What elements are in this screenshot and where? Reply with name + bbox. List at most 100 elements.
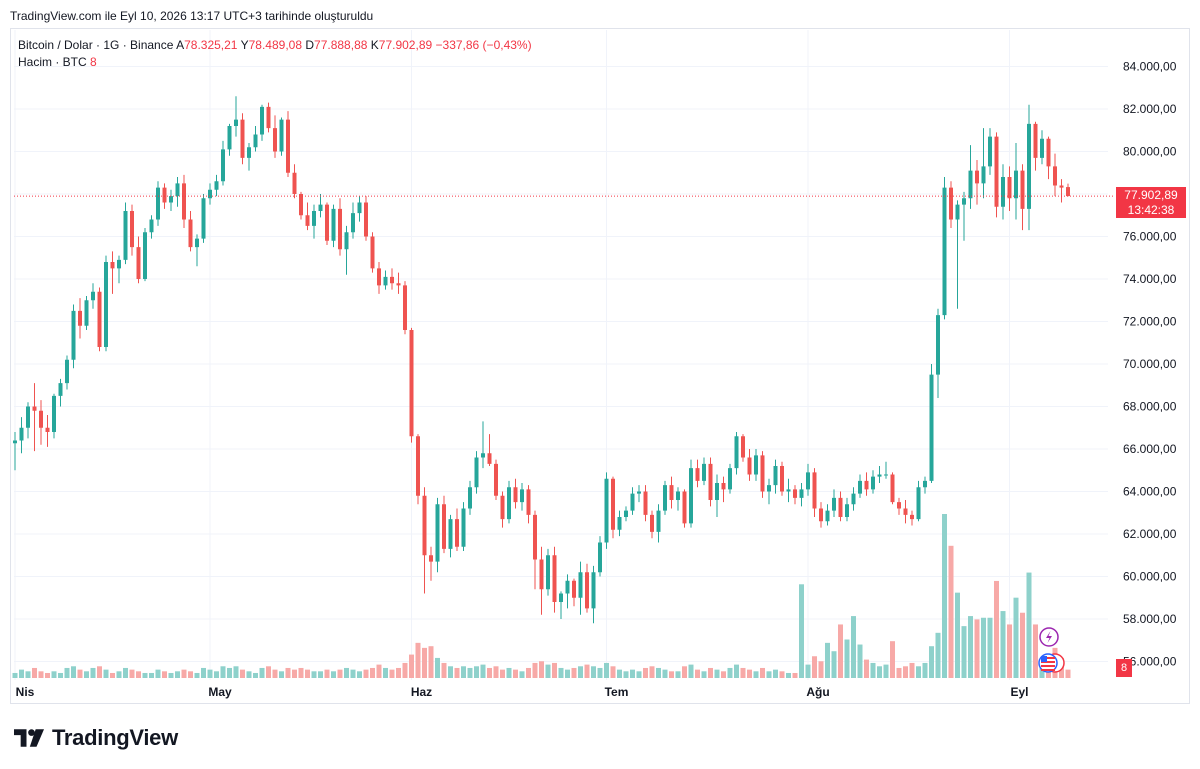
volume-bar xyxy=(162,671,167,678)
candle xyxy=(214,174,219,197)
volume-bar xyxy=(539,661,544,678)
candle xyxy=(253,126,258,152)
candle xyxy=(435,497,440,573)
time-axis-label: Eyl xyxy=(1010,685,1028,699)
candle-body xyxy=(279,119,284,152)
candle-body xyxy=(656,510,661,532)
candle xyxy=(487,434,492,466)
volume-bar xyxy=(38,671,44,678)
candle-body xyxy=(513,487,518,503)
candle-body xyxy=(110,262,115,269)
candle xyxy=(305,202,310,231)
candle-body xyxy=(682,491,687,524)
candle xyxy=(773,459,778,494)
candle xyxy=(604,472,609,549)
candle xyxy=(585,563,589,613)
volume-bar xyxy=(1020,612,1025,678)
candle-body xyxy=(442,504,446,549)
volume-bar xyxy=(214,671,219,678)
price-axis-label: 80.000,00 xyxy=(1123,145,1177,159)
candle xyxy=(591,565,596,624)
volume-bar xyxy=(337,669,343,678)
candle xyxy=(1014,143,1018,220)
volume-bar xyxy=(136,671,141,678)
candle-body xyxy=(884,474,888,476)
volume-bar xyxy=(565,669,570,678)
volume-bar xyxy=(357,671,362,678)
candle xyxy=(1040,130,1044,165)
candle-body xyxy=(773,466,778,486)
volume-bar xyxy=(942,514,947,678)
candle xyxy=(637,485,641,503)
us-flag-icon[interactable] xyxy=(1038,653,1065,673)
candle-body xyxy=(312,211,316,226)
open-label: A xyxy=(176,38,185,52)
candle-body xyxy=(786,489,791,492)
candle-body xyxy=(338,208,342,250)
volume-bar xyxy=(142,672,148,678)
candle-body xyxy=(604,478,609,543)
candle-body xyxy=(39,410,43,428)
volume-bar xyxy=(584,664,590,678)
candle xyxy=(84,296,89,330)
candle-body xyxy=(487,453,492,464)
volume-bar xyxy=(812,656,817,678)
volume-bar xyxy=(838,624,843,678)
candle-body xyxy=(344,232,349,250)
candle-body xyxy=(617,517,622,530)
candle-body xyxy=(331,208,336,241)
volume-bar xyxy=(506,667,512,678)
candle-body xyxy=(767,485,771,492)
volume-bar xyxy=(324,669,330,678)
candle xyxy=(461,502,466,551)
lightning-icon[interactable] xyxy=(1039,627,1059,647)
low-label: D xyxy=(305,38,315,52)
volume-bar xyxy=(857,644,863,678)
candle xyxy=(507,480,511,524)
candle-body xyxy=(708,463,713,500)
volume-label[interactable]: Hacim · BTC xyxy=(18,55,87,69)
candle xyxy=(32,383,37,452)
volume-bar xyxy=(981,617,986,678)
volume-bar xyxy=(779,671,785,678)
candle-body xyxy=(955,204,960,220)
candle xyxy=(962,191,966,241)
candle xyxy=(975,160,979,205)
volume-bar xyxy=(734,664,739,678)
price-axis-label: 76.000,00 xyxy=(1123,230,1177,244)
candle xyxy=(175,177,180,207)
volume-bar xyxy=(19,669,24,678)
volume-bar xyxy=(766,671,772,678)
volume-bar xyxy=(870,662,876,678)
volume-bar xyxy=(402,662,408,678)
candle-body xyxy=(1053,166,1057,186)
candle-body xyxy=(169,196,173,203)
candle xyxy=(494,459,498,500)
candle xyxy=(416,434,420,505)
volume-bar xyxy=(90,667,96,678)
volume-bar xyxy=(64,667,70,678)
volume-bar xyxy=(604,662,609,678)
tradingview-logo[interactable]: TradingView xyxy=(14,725,178,751)
symbol-label[interactable]: Bitcoin / Dolar · 1G · Binance xyxy=(18,38,174,52)
time-axis-label: Ağu xyxy=(806,685,829,699)
candle xyxy=(1020,164,1025,231)
candle xyxy=(273,115,277,158)
volume-bar xyxy=(77,669,83,678)
tradingview-logo-icon xyxy=(14,729,44,747)
candle-body xyxy=(689,468,693,524)
candle-body xyxy=(637,491,641,494)
candle xyxy=(403,281,407,335)
volume-bar xyxy=(305,669,310,678)
volume-bar xyxy=(376,664,382,678)
volume-bar xyxy=(454,667,460,678)
time-axis-label: Tem xyxy=(605,685,629,699)
volume-bar xyxy=(435,657,440,678)
candle-body xyxy=(318,204,323,211)
price-axis-label: 62.000,00 xyxy=(1123,527,1177,541)
candle-body xyxy=(234,119,238,126)
candle-body xyxy=(864,480,869,490)
candle xyxy=(559,591,563,619)
volume-bar xyxy=(623,671,629,678)
